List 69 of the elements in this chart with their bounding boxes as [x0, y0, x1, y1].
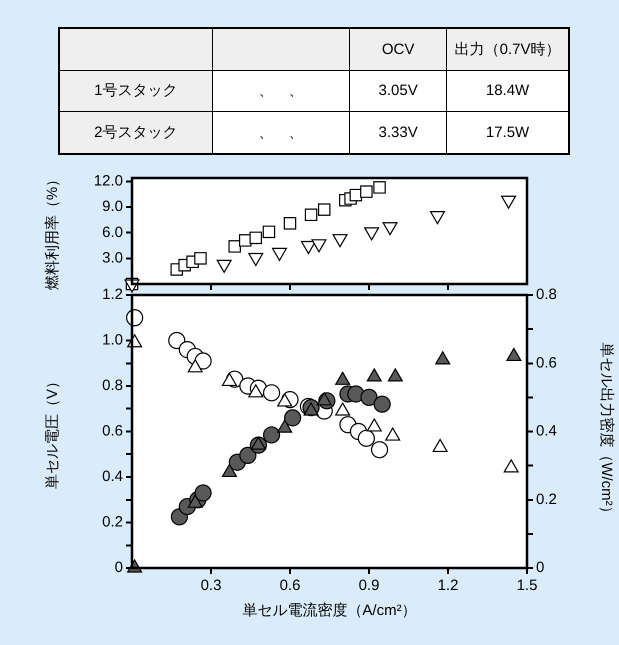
text: 3.33V [350, 112, 447, 154]
point [364, 227, 380, 240]
y-tick-label: 1.2 [102, 286, 123, 304]
point [506, 348, 522, 362]
point [262, 384, 280, 402]
point [373, 181, 386, 194]
point [248, 252, 264, 266]
point [335, 372, 350, 385]
point [194, 252, 207, 265]
y2-tick-label: 0.6 [536, 354, 557, 372]
y2-tick-label: 0 [536, 559, 544, 576]
point [262, 226, 276, 238]
text: 、 、 [212, 70, 350, 112]
point [435, 351, 450, 364]
point [239, 446, 256, 464]
y2-tick-label: 0.8 [536, 286, 557, 304]
y2-tick-label: 0.4 [536, 422, 557, 440]
text: 18.4W [446, 70, 569, 112]
point [388, 368, 403, 382]
text: 3.05V [350, 70, 447, 112]
y2-axis-title: 単セル出力密度（W/cm²） [598, 342, 615, 521]
point [300, 240, 316, 254]
point [216, 260, 232, 273]
point [304, 402, 319, 416]
point [250, 436, 266, 450]
x-tick-label: 0.9 [358, 577, 380, 594]
y-tick-label: 12.0 [94, 172, 123, 190]
text: 1号スタック [59, 70, 212, 112]
y-tick-label: 0.6 [102, 422, 123, 440]
point [228, 240, 241, 253]
y-tick-label: 0.2 [102, 514, 123, 531]
point [284, 409, 302, 426]
y-tick-label: 3.0 [102, 249, 123, 266]
y-axis-title: 単セル電圧（V） [44, 374, 62, 490]
point [360, 185, 373, 198]
point [168, 332, 186, 350]
text: 2号スタック [59, 112, 212, 154]
text: OCV [350, 28, 447, 70]
x-tick-label: 0.3 [200, 577, 222, 594]
y2-tick-label: 0.2 [536, 490, 557, 508]
y-tick-label: 1.0 [102, 332, 123, 349]
x-axis-title: 単セル電流密度（A/cm²） [242, 602, 417, 620]
point [262, 426, 280, 444]
x-tick-label: 1.5 [516, 577, 538, 594]
point [194, 484, 212, 502]
point [284, 217, 296, 230]
point [277, 419, 292, 433]
y-axis-title: 燃料利用率（%） [44, 172, 62, 290]
text: 出力（0.7V時） [446, 28, 569, 70]
y-tick-label: 0.8 [102, 377, 123, 394]
point [318, 203, 330, 216]
text: 17.5W [446, 112, 569, 154]
y-tick-label: 9.0 [102, 198, 123, 216]
point [374, 396, 391, 413]
x-tick-label: 1.2 [438, 577, 458, 594]
point [366, 368, 382, 382]
y-tick-label: 0 [114, 559, 123, 576]
point [370, 441, 388, 458]
text: 、 、 [212, 112, 350, 154]
x-tick-label: 0.6 [280, 577, 300, 594]
point [304, 208, 318, 222]
point [316, 392, 332, 406]
point [250, 232, 262, 244]
y-tick-label: 0.4 [102, 468, 123, 486]
y-tick-label: 6.0 [102, 224, 123, 241]
point [272, 248, 287, 261]
point [311, 239, 326, 252]
point [358, 430, 375, 447]
point [360, 388, 378, 406]
